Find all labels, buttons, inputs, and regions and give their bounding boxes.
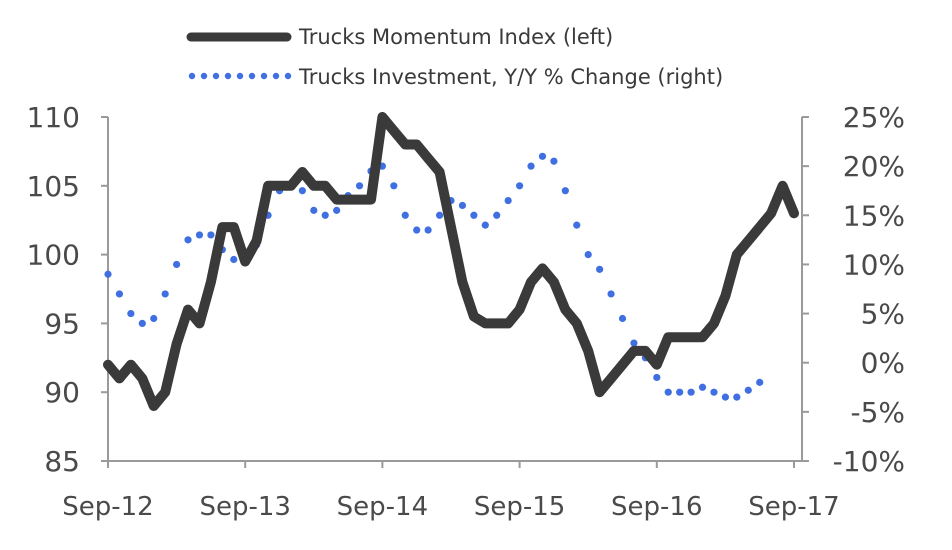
series-momentum bbox=[103, 112, 799, 411]
legend-label-momentum: Trucks Momentum Index (left) bbox=[298, 25, 613, 49]
investment-point bbox=[630, 339, 638, 347]
investment-point bbox=[298, 187, 306, 195]
y-left-tick-label: 105 bbox=[27, 170, 80, 203]
investment-point bbox=[596, 265, 604, 273]
y-right-tick-label: 10% bbox=[843, 248, 905, 281]
investment-point bbox=[230, 255, 238, 264]
investment-point bbox=[538, 152, 547, 160]
legend-dot bbox=[188, 72, 196, 80]
legend-dot bbox=[272, 72, 280, 80]
axes bbox=[107, 117, 803, 462]
investment-point bbox=[470, 211, 478, 219]
x-tick-label: Sep-17 bbox=[748, 492, 839, 522]
y-right-ticks: -10% -5% 0% 5% 10% 15% 20% 25% bbox=[802, 101, 905, 478]
investment-point bbox=[435, 211, 444, 219]
investment-point bbox=[756, 378, 764, 386]
investment-point bbox=[584, 251, 592, 259]
investment-point bbox=[504, 196, 512, 205]
investment-point bbox=[390, 182, 398, 190]
legend-dot bbox=[236, 72, 244, 80]
investment-point bbox=[676, 388, 684, 396]
y-right-tick-label: -10% bbox=[833, 445, 905, 478]
investment-point bbox=[424, 226, 432, 234]
investment-point bbox=[195, 231, 204, 239]
investment-point bbox=[664, 388, 672, 396]
investment-point bbox=[458, 201, 467, 210]
investment-point bbox=[607, 290, 615, 298]
y-right-tick-label: 15% bbox=[843, 199, 905, 232]
y-left-tick-label: 95 bbox=[44, 307, 80, 340]
y-right-tick-label: 20% bbox=[843, 150, 905, 183]
legend-dot bbox=[248, 72, 256, 80]
x-tick-label: Sep-14 bbox=[337, 492, 428, 522]
investment-point bbox=[355, 182, 364, 190]
investment-point bbox=[493, 211, 501, 219]
legend-swatch-investment bbox=[188, 72, 292, 80]
legend-dot bbox=[284, 72, 292, 80]
investment-point bbox=[150, 314, 158, 323]
y-right-tick-label: 0% bbox=[861, 347, 905, 380]
investment-point bbox=[710, 388, 718, 396]
investment-point bbox=[573, 221, 581, 229]
y-left-tick-label: 100 bbox=[27, 239, 80, 272]
investment-point bbox=[550, 157, 558, 165]
y-left-tick-label: 90 bbox=[44, 376, 80, 409]
investment-point bbox=[744, 386, 752, 394]
investment-point bbox=[127, 309, 135, 318]
investment-point bbox=[653, 373, 661, 382]
legend-dot bbox=[212, 72, 220, 80]
investment-point bbox=[401, 211, 409, 219]
investment-point bbox=[561, 187, 569, 195]
investment-point bbox=[733, 393, 741, 401]
investment-point bbox=[698, 383, 707, 391]
x-tick-label: Sep-16 bbox=[611, 492, 702, 522]
legend-dot bbox=[200, 72, 208, 80]
investment-point bbox=[104, 270, 112, 278]
investment-point bbox=[115, 290, 124, 298]
y-right-tick-label: -5% bbox=[850, 396, 905, 429]
series-investment bbox=[104, 152, 764, 401]
investment-point bbox=[310, 206, 318, 214]
x-tick-label: Sep-13 bbox=[199, 492, 290, 522]
legend: Trucks Momentum Index (left) Trucks Inve… bbox=[186, 25, 723, 89]
investment-point bbox=[481, 221, 489, 229]
investment-point bbox=[527, 162, 535, 170]
legend-dot bbox=[260, 72, 268, 80]
investment-point bbox=[173, 260, 181, 269]
investment-point bbox=[207, 231, 215, 239]
investment-point bbox=[618, 314, 627, 323]
legend-dot bbox=[224, 72, 232, 80]
y-right-tick-label: 5% bbox=[861, 298, 905, 331]
momentum-line bbox=[103, 112, 799, 411]
y-right-tick-label: 25% bbox=[843, 101, 905, 134]
y-left-tick-label: 110 bbox=[27, 101, 80, 134]
investment-point bbox=[516, 182, 524, 190]
x-tick-label: Sep-12 bbox=[62, 492, 153, 522]
investment-point bbox=[161, 290, 169, 298]
y-left-tick-label: 85 bbox=[44, 445, 80, 478]
investment-point bbox=[184, 236, 192, 244]
legend-label-investment: Trucks Investment, Y/Y % Change (right) bbox=[298, 65, 723, 89]
investment-point bbox=[687, 388, 695, 396]
y-left-ticks: 85 90 95 100 105 110 bbox=[27, 101, 108, 478]
x-ticks: Sep-12 Sep-13 Sep-14 Sep-15 Sep-16 Sep-17 bbox=[62, 461, 840, 522]
investment-point bbox=[413, 226, 421, 234]
investment-point bbox=[138, 319, 146, 327]
x-tick-label: Sep-15 bbox=[474, 492, 565, 522]
investment-point bbox=[721, 393, 730, 401]
investment-point bbox=[333, 206, 341, 214]
investment-point bbox=[321, 211, 329, 219]
